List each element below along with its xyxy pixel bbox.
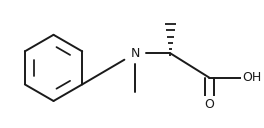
Text: OH: OH — [242, 71, 262, 84]
Text: N: N — [131, 47, 140, 60]
Text: O: O — [204, 98, 214, 111]
